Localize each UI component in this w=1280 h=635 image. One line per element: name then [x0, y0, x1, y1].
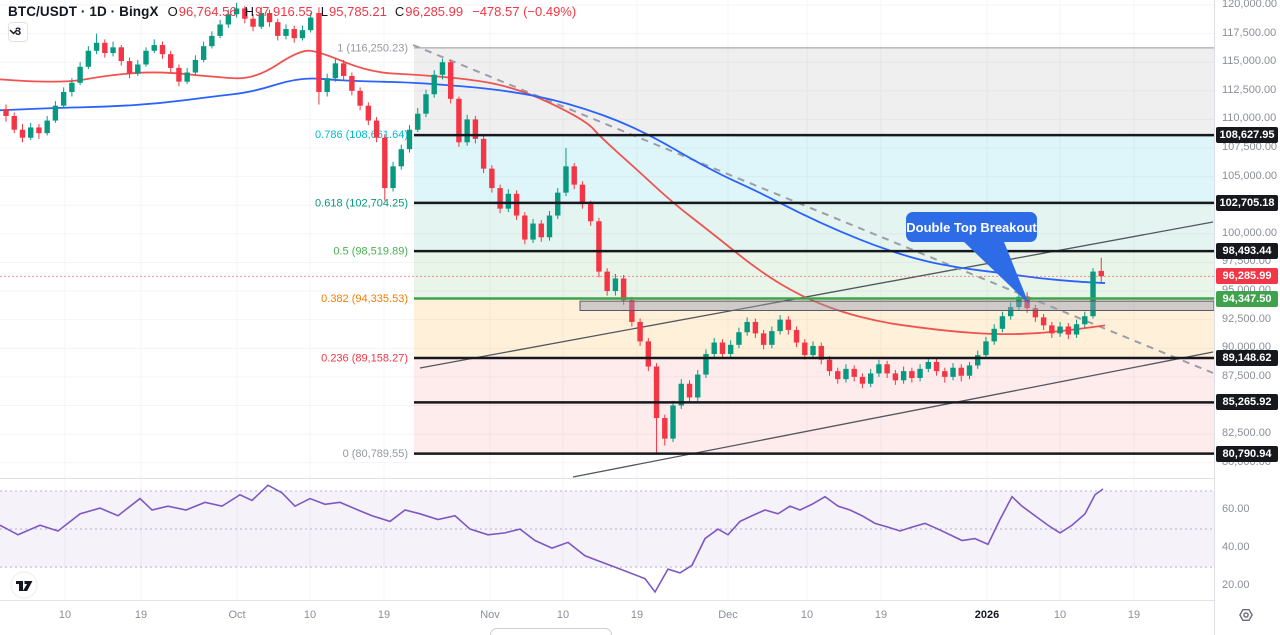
- ohlc-values: O 96,764.56 H 97,916.55 L 95,785.21 C 96,285.99: [168, 4, 464, 19]
- indicators-toggle-button[interactable]: 3: [8, 22, 29, 42]
- price-badge: 85,265.92: [1216, 394, 1278, 411]
- time-tick: 10: [800, 609, 814, 621]
- rsi-line: [0, 484, 1104, 594]
- price-tick: 100,000.00: [1222, 226, 1278, 239]
- price-tick: 82,500.00: [1222, 427, 1271, 440]
- price-tick: 107,500.00: [1222, 141, 1278, 154]
- callout-label: Double Top Breakout: [906, 219, 1037, 235]
- time-tick: 19: [874, 609, 888, 621]
- price-tick: 112,500.00: [1222, 83, 1277, 96]
- price-change: −478.57 (−0.49%): [472, 4, 577, 19]
- price-badge: 89,148.62: [1216, 350, 1278, 366]
- time-tick: Oct: [228, 609, 246, 621]
- ohlc-l: L 95,785.21: [320, 4, 387, 19]
- callout-arrow-tail: [963, 232, 1029, 304]
- fib-label-0.618: 0.618 (102,704.25): [315, 197, 408, 209]
- rsi-pane[interactable]: [0, 479, 1214, 600]
- rsi-gridlines: [64, 479, 1135, 600]
- fib-label-1: 1 (116,250.23): [337, 42, 408, 54]
- settings-gear-icon[interactable]: [1237, 606, 1255, 624]
- time-tick: Dec: [718, 609, 738, 621]
- price-tick: 105,000.00: [1222, 169, 1278, 182]
- chevron-down-icon: [9, 29, 18, 35]
- fib-label-0.5: 0.5 (98,519.89): [333, 245, 408, 257]
- price-axis-separator: [1214, 0, 1215, 635]
- price-badge: 108,627.95: [1216, 127, 1278, 144]
- time-tick: 10: [556, 609, 570, 621]
- ohlc-c: C 96,285.99: [394, 4, 464, 19]
- pane-separator[interactable]: [0, 478, 1280, 479]
- ma-fast-blue-line: [0, 77, 1106, 284]
- ma-slow-red-line: [0, 49, 1106, 336]
- time-axis-separator: [0, 600, 1280, 601]
- tradingview-logo[interactable]: [10, 571, 38, 599]
- fib-label-0.382: 0.382 (94,335.53): [321, 293, 408, 305]
- price-tick: 115,000.00: [1222, 55, 1277, 68]
- symbol-header[interactable]: BTC/USDT · 1D · BingX O 96,764.56 H 97,916.…: [8, 4, 576, 19]
- rsi-tick: 60.00: [1222, 503, 1250, 515]
- price-axis[interactable]: 120,000.00 117,500.00 115,000.00 112,500.00…: [1215, 0, 1280, 635]
- symbol-title[interactable]: BTC/USDT · 1D · BingX: [8, 4, 159, 19]
- rsi-band: [0, 490, 1214, 568]
- price-badge: 102,705.18: [1216, 194, 1278, 211]
- time-tick: 10: [58, 609, 72, 621]
- price-tick: 117,500.00: [1222, 26, 1277, 39]
- time-scrollbar-thumb[interactable]: [490, 628, 612, 635]
- time-tick: 10: [1053, 609, 1067, 621]
- fib-label-0: 0 (80,789.55): [343, 448, 408, 460]
- time-tick: Nov: [480, 609, 500, 621]
- ohlc-h: H 97,916.55: [244, 4, 313, 19]
- price-tick: 110,000.00: [1222, 112, 1277, 125]
- time-tick: 19: [134, 609, 148, 621]
- neckline-zone: [579, 300, 1214, 312]
- time-tick: 10: [303, 609, 317, 621]
- ohlc-o: O 96,764.56: [167, 4, 237, 19]
- candlesticks: [3, 2, 1104, 454]
- price-badge: 96,285.99: [1216, 268, 1278, 285]
- price-tick: 92,500.00: [1222, 312, 1271, 325]
- price-badge: 98,493.44: [1216, 243, 1278, 260]
- rsi-tick: 40.00: [1222, 541, 1250, 554]
- time-tick: 19: [1127, 609, 1141, 621]
- price-tick: 87,500.00: [1222, 369, 1271, 382]
- horizontal-line-drawings: [414, 133, 1214, 455]
- price-badge: 94,347.50: [1216, 290, 1278, 307]
- double-top-breakout-callout[interactable]: Double Top Breakout: [906, 212, 1037, 242]
- fib-label-0.236: 0.236 (89,158.27): [321, 352, 408, 364]
- price-gridlines: [0, 0, 1214, 478]
- indicator-count: 3: [15, 26, 22, 38]
- rsi-tick: 20.00: [1222, 579, 1250, 592]
- price-pane[interactable]: 1 (116,250.23) 0.786 (108,661.64) 0.618 (1…: [0, 0, 1214, 478]
- price-tick: 120,000.00: [1222, 0, 1278, 11]
- time-tick: 19: [377, 609, 391, 621]
- time-tick: 2026: [974, 609, 1000, 621]
- trendlines: [412, 44, 1214, 478]
- price-badge: 80,790.94: [1216, 445, 1278, 462]
- fib-label-0.786: 0.786 (108,661.64): [315, 129, 408, 141]
- time-tick: 19: [630, 609, 644, 621]
